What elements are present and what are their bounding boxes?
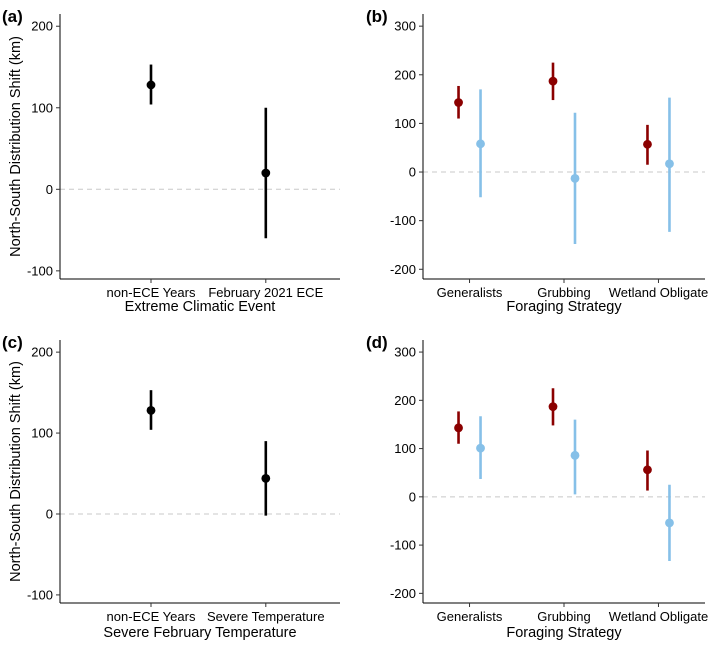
- x-axis-title: Foraging Strategy: [506, 625, 622, 641]
- y-tick-label: -100: [27, 587, 53, 602]
- panel-a: (a) -100 0 100 200 non-ECE Years February 2021…: [2, 7, 340, 315]
- data-point: [548, 402, 558, 411]
- panel-label: (d): [366, 333, 388, 352]
- x-tick-label: Severe Temperature: [207, 609, 325, 624]
- x-tick-label: non-ECE Years: [107, 609, 196, 624]
- y-tick-label: 100: [394, 441, 416, 456]
- x-tick-label: Grubbing: [537, 609, 590, 624]
- data-point: [261, 168, 271, 178]
- data-point: [476, 139, 485, 149]
- y-tick-label: 200: [31, 19, 53, 34]
- y-tick-label: -100: [27, 263, 53, 278]
- panel-label: (c): [2, 333, 23, 352]
- panel-label: (a): [2, 7, 23, 26]
- panel-label: (b): [366, 7, 388, 26]
- data-point: [454, 98, 463, 107]
- data-point: [476, 443, 485, 453]
- data-point: [643, 139, 652, 149]
- x-tick-label: February 2021 ECE: [208, 285, 323, 300]
- y-tick-label: -100: [390, 213, 416, 228]
- y-tick-label: 200: [394, 67, 416, 82]
- y-tick-label: 100: [394, 116, 416, 131]
- x-tick-label: Grubbing: [537, 285, 590, 300]
- x-tick-label: Wetland Obligate: [609, 609, 709, 624]
- data-point: [454, 423, 463, 433]
- y-tick-label: 200: [394, 393, 416, 408]
- data-point: [570, 173, 580, 183]
- data-point: [146, 406, 156, 415]
- x-tick-label: Wetland Obligate: [609, 285, 709, 300]
- data-point: [261, 473, 271, 483]
- data-point: [643, 465, 652, 475]
- data-point: [548, 76, 558, 86]
- y-tick-label: 0: [46, 182, 53, 197]
- y-axis-title: North-South Distribution Shift (km): [8, 361, 24, 582]
- y-tick-label: -200: [390, 586, 416, 601]
- y-tick-label: 0: [46, 506, 53, 521]
- data-point: [570, 450, 580, 460]
- panel-d: (d) -200 -100 0 100 200 300 Generalists Grubbing…: [366, 333, 708, 641]
- x-axis-title: Extreme Climatic Event: [125, 299, 276, 315]
- data-point: [665, 159, 674, 169]
- y-tick-label: 100: [31, 426, 53, 441]
- x-tick-label: Generalists: [437, 285, 503, 300]
- y-tick-label: 300: [394, 345, 416, 360]
- data-point: [665, 518, 674, 528]
- data-point: [146, 80, 156, 90]
- panels-group: (a) -100 0 100 200 non-ECE Years February 2021…: [2, 7, 708, 641]
- panel-b: (b) -200 -100 0 100 200 300 Generalists Grubbing…: [366, 7, 708, 315]
- y-tick-label: 200: [31, 345, 53, 360]
- y-tick-label: -100: [390, 538, 416, 553]
- y-tick-label: 300: [394, 19, 416, 34]
- y-axis-title: North-South Distribution Shift (km): [8, 36, 24, 257]
- y-tick-label: 0: [409, 165, 416, 180]
- x-tick-label: Generalists: [437, 609, 503, 624]
- x-axis-title: Severe February Temperature: [103, 625, 296, 641]
- y-tick-label: 100: [31, 100, 53, 115]
- y-tick-label: -200: [390, 262, 416, 277]
- x-axis-title: Foraging Strategy: [506, 299, 622, 315]
- panel-c: (c) -100 0 100 200 non-ECE Years Severe Temper…: [2, 333, 340, 641]
- x-tick-label: non-ECE Years: [107, 285, 196, 300]
- y-tick-label: 0: [409, 489, 416, 504]
